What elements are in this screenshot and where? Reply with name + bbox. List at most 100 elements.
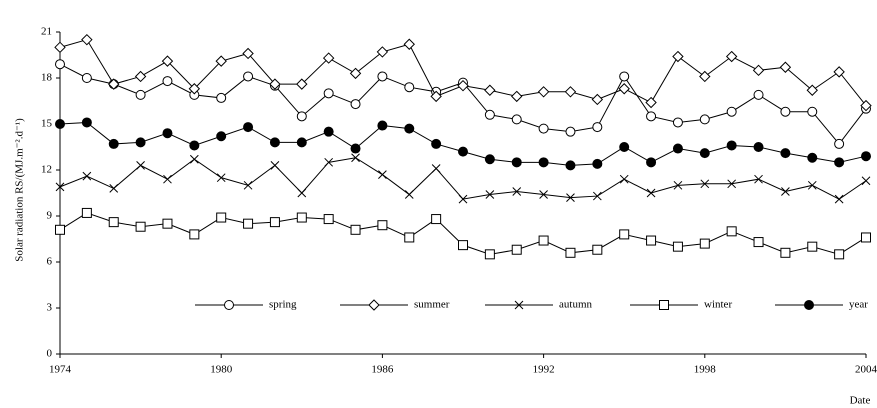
marker — [807, 106, 818, 117]
marker — [162, 218, 173, 229]
marker — [537, 86, 550, 98]
marker — [539, 190, 548, 199]
marker — [834, 194, 844, 204]
marker — [55, 59, 65, 70]
x-tick-label: 1998 — [694, 364, 717, 376]
marker — [780, 148, 791, 159]
legend-label: year — [849, 299, 868, 311]
marker — [646, 111, 657, 122]
marker — [780, 247, 791, 258]
marker — [646, 157, 657, 168]
marker — [592, 158, 603, 169]
y-tick-label: 18 — [41, 72, 53, 84]
marker — [833, 66, 845, 78]
marker — [377, 71, 388, 82]
marker — [216, 212, 227, 223]
marker — [512, 187, 522, 196]
marker — [215, 55, 227, 67]
marker — [269, 78, 281, 90]
marker — [431, 164, 441, 173]
marker — [673, 180, 683, 190]
marker — [323, 126, 334, 137]
marker — [806, 84, 818, 96]
marker — [296, 111, 307, 122]
marker — [458, 194, 468, 204]
marker — [458, 240, 468, 251]
marker — [484, 84, 496, 96]
marker — [699, 238, 710, 249]
marker — [781, 187, 790, 196]
marker — [216, 173, 226, 183]
marker — [645, 96, 657, 109]
marker — [161, 55, 174, 67]
marker — [700, 179, 710, 189]
marker — [511, 90, 523, 103]
marker — [189, 154, 199, 164]
marker — [377, 120, 388, 131]
marker — [726, 106, 737, 117]
marker — [753, 142, 764, 152]
marker — [296, 212, 307, 223]
legend-marker — [368, 299, 380, 311]
marker — [404, 82, 415, 93]
marker — [861, 151, 871, 162]
marker — [108, 217, 119, 228]
x-tick-label: 1980 — [210, 364, 233, 376]
marker — [807, 152, 818, 163]
marker — [672, 50, 684, 63]
marker — [378, 170, 387, 179]
marker — [699, 148, 710, 159]
marker — [269, 137, 280, 148]
marker — [834, 138, 845, 149]
marker — [81, 33, 93, 46]
marker — [725, 50, 738, 63]
marker — [619, 229, 630, 240]
marker — [351, 153, 360, 163]
marker — [324, 157, 334, 167]
legend-marker — [514, 300, 524, 310]
marker — [861, 176, 871, 186]
marker — [82, 171, 92, 181]
marker — [243, 180, 253, 190]
marker — [350, 99, 361, 110]
marker — [672, 117, 683, 128]
marker — [297, 188, 307, 198]
marker — [619, 174, 629, 184]
marker — [511, 157, 522, 168]
marker — [485, 190, 495, 199]
x-tick-label: 2004 — [855, 364, 877, 376]
marker — [618, 83, 630, 95]
marker — [619, 142, 630, 152]
series-line — [59, 63, 867, 145]
marker — [135, 89, 146, 100]
legend-label: summer — [414, 299, 450, 311]
y-tick-label: 9 — [47, 210, 53, 222]
y-axis-label: Solar radiation RS/(MJ.m⁻².d⁻¹) — [14, 118, 26, 262]
legend-label: autumn — [559, 299, 592, 311]
marker — [511, 114, 522, 125]
marker — [349, 67, 362, 80]
series-line — [59, 39, 867, 106]
marker — [323, 214, 334, 225]
marker — [458, 146, 468, 157]
marker — [376, 46, 389, 58]
marker — [861, 232, 871, 243]
marker — [404, 123, 415, 134]
x-tick-label: 1992 — [533, 364, 555, 376]
marker — [55, 224, 65, 235]
marker — [726, 226, 737, 237]
marker — [243, 122, 254, 133]
marker — [779, 61, 792, 73]
marker — [323, 88, 334, 99]
marker — [834, 157, 845, 168]
marker — [457, 79, 469, 92]
marker — [403, 38, 415, 50]
marker — [350, 224, 361, 235]
marker — [243, 71, 254, 82]
marker — [619, 71, 630, 82]
marker — [243, 218, 254, 229]
marker — [807, 241, 818, 252]
x-tick-label: 1986 — [371, 364, 394, 376]
y-tick-label: 21 — [41, 26, 52, 38]
marker — [55, 119, 65, 129]
